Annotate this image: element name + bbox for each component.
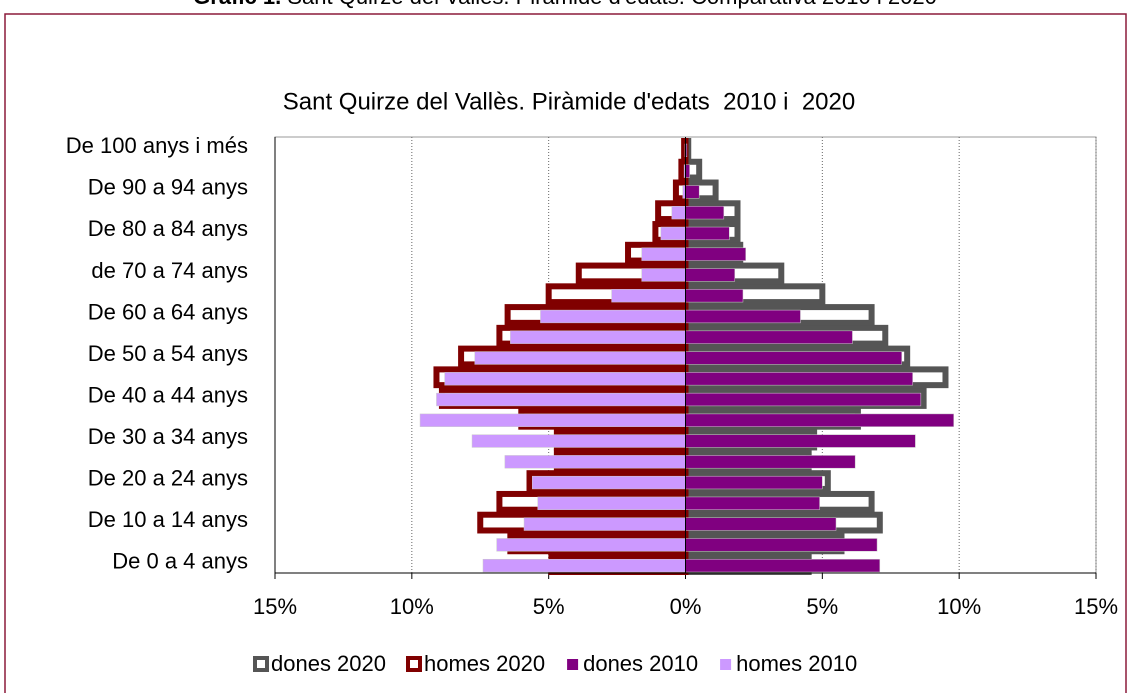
y-tick-label: De 80 a 84 anys [88, 216, 248, 241]
chart-title: Sant Quirze del Vallès. Piràmide d'edats… [283, 88, 855, 115]
y-tick-label: De 60 a 64 anys [88, 299, 248, 324]
y-tick-label: De 20 a 24 anys [88, 465, 248, 490]
bar-2010 [537, 496, 686, 510]
bar-2010 [436, 392, 686, 407]
header-text: Sant Quirze del Vallès. Piràmide d'edats… [287, 0, 936, 9]
bar-2010 [685, 185, 700, 199]
bar-2010 [504, 455, 686, 469]
x-tick-label: 15% [1074, 594, 1118, 619]
bar-2010 [685, 413, 954, 427]
bar-2010 [685, 330, 853, 344]
legend-swatch [567, 659, 579, 670]
bar-2010 [444, 372, 686, 386]
header: Gràfic 1. Sant Quirze del Vallès. Piràmi… [193, 0, 937, 9]
bar-2010 [641, 247, 686, 261]
bar-2010 [685, 247, 746, 261]
legend-label: homes 2020 [424, 651, 545, 676]
y-tick-label: De 30 a 34 anys [88, 424, 248, 449]
bar-2010 [471, 434, 686, 448]
y-tick-label: De 0 a 4 anys [112, 548, 248, 573]
legend-label: homes 2010 [736, 651, 857, 676]
bar-2010 [685, 372, 913, 386]
bar-2010 [482, 558, 686, 573]
bar-2010 [671, 206, 686, 220]
bar-2010 [685, 206, 725, 220]
bar-2010 [685, 558, 881, 573]
y-tick-label: De 10 a 14 anys [88, 507, 248, 532]
bar-2010 [685, 496, 820, 510]
bar-2010 [523, 517, 686, 531]
x-tick-label: 5% [533, 594, 565, 619]
y-tick-label: De 90 a 94 anys [88, 175, 248, 200]
header-label: Gràfic 1. [193, 0, 281, 9]
bar-2010 [685, 164, 690, 178]
bar-2010 [685, 309, 801, 324]
legend-swatch [720, 659, 732, 670]
bar-2010 [611, 289, 686, 303]
bar-2010 [685, 455, 856, 469]
bar-2010 [660, 226, 686, 241]
x-tick-label: 5% [806, 594, 838, 619]
bar-2010 [685, 289, 744, 303]
bar-2010 [540, 309, 686, 324]
bar-2010 [685, 434, 916, 448]
bar-2010 [685, 351, 902, 365]
x-tick-label: 0% [670, 594, 702, 619]
y-tick-label: De 100 anys i més [66, 133, 248, 158]
bar-2010 [685, 538, 878, 552]
bar-2010 [419, 413, 686, 427]
bar-2010 [474, 351, 686, 365]
y-tick-label: de 70 a 74 anys [91, 258, 248, 283]
x-tick-label: 10% [390, 594, 434, 619]
y-tick-label: De 50 a 54 anys [88, 341, 248, 366]
bar-2010 [510, 330, 686, 344]
x-tick-label: 10% [937, 594, 981, 619]
legend-swatch [406, 656, 422, 672]
x-tick-label: 15% [253, 594, 297, 619]
legend-label: dones 2010 [583, 651, 698, 676]
bar-2010 [685, 517, 837, 531]
bar-2010 [496, 538, 686, 552]
bar-2010 [685, 268, 736, 282]
bar-2010 [685, 392, 922, 407]
bar-2010 [685, 226, 730, 241]
y-tick-label: De 40 a 44 anys [88, 382, 248, 407]
bar-2010 [685, 475, 823, 490]
bar-2010 [641, 268, 686, 282]
legend-swatch [253, 656, 269, 672]
legend-label: dones 2020 [271, 651, 386, 676]
bar-2010 [531, 475, 686, 490]
